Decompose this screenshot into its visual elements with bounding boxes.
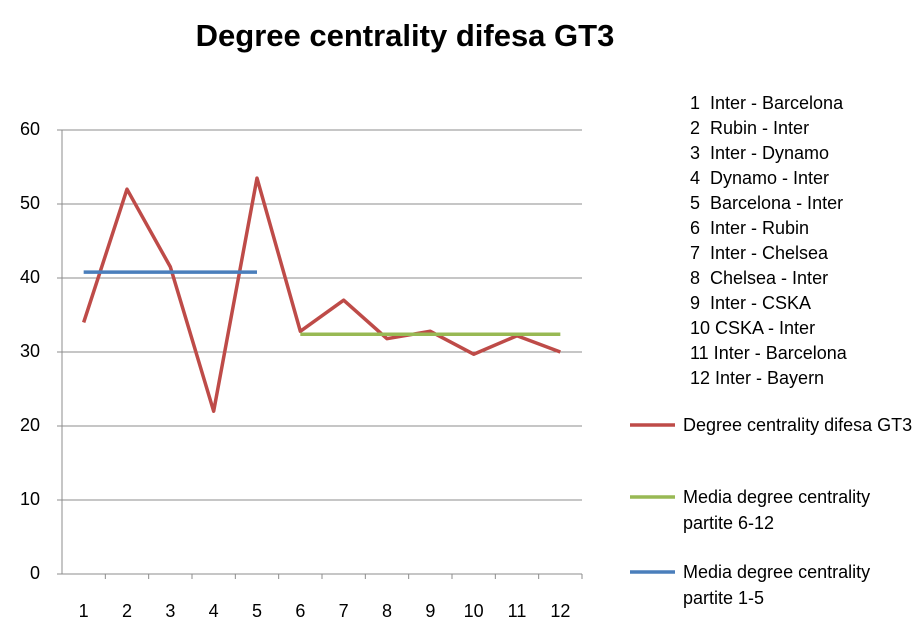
legend-label: Media degree centrality partite 1-5	[683, 562, 871, 608]
y-tick-label: 20	[20, 415, 40, 435]
match-label: 2 Rubin - Inter	[690, 118, 810, 138]
y-tick-label: 30	[20, 341, 40, 361]
match-label: 8 Chelsea - Inter	[690, 268, 829, 288]
match-label: 12 Inter - Bayern	[690, 368, 825, 388]
y-tick-label: 60	[20, 119, 40, 139]
match-label: 11 Inter - Barcelona	[690, 343, 847, 363]
chart-title: Degree centrality difesa GT3	[196, 18, 615, 53]
x-tick-label: 9	[425, 601, 435, 621]
match-label: 6 Inter - Rubin	[690, 218, 810, 238]
series-line	[82, 176, 561, 413]
match-label: 5 Barcelona - Inter	[690, 193, 844, 213]
y-tick-label: 40	[20, 267, 40, 287]
x-tick-label: 12	[550, 601, 570, 621]
y-tick-label: 10	[20, 489, 40, 509]
x-tick-label: 2	[122, 601, 132, 621]
x-tick-label: 10	[464, 601, 484, 621]
x-tick-label: 7	[339, 601, 349, 621]
x-tick-label: 11	[508, 601, 527, 621]
legend-label: Media degree centrality partite 6-12	[683, 487, 871, 533]
match-label: 10 CSKA - Inter	[690, 318, 816, 338]
x-tick-label: 1	[79, 601, 89, 621]
legend-label: Degree centrality difesa GT3	[683, 415, 913, 435]
match-label: 9 Inter - CSKA	[690, 293, 812, 313]
match-label: 4 Dynamo - Inter	[690, 168, 830, 188]
x-tick-label: 4	[209, 601, 219, 621]
match-label: 3 Inter - Dynamo	[690, 143, 830, 163]
x-tick-label: 3	[165, 601, 175, 621]
match-label: 1 Inter - Barcelona	[690, 93, 844, 113]
y-tick-label: 0	[30, 563, 40, 583]
x-tick-label: 5	[252, 601, 262, 621]
match-label: 7 Inter - Chelsea	[690, 243, 829, 263]
x-tick-label: 8	[382, 601, 392, 621]
y-tick-label: 50	[20, 193, 40, 213]
x-tick-label: 6	[295, 601, 305, 621]
